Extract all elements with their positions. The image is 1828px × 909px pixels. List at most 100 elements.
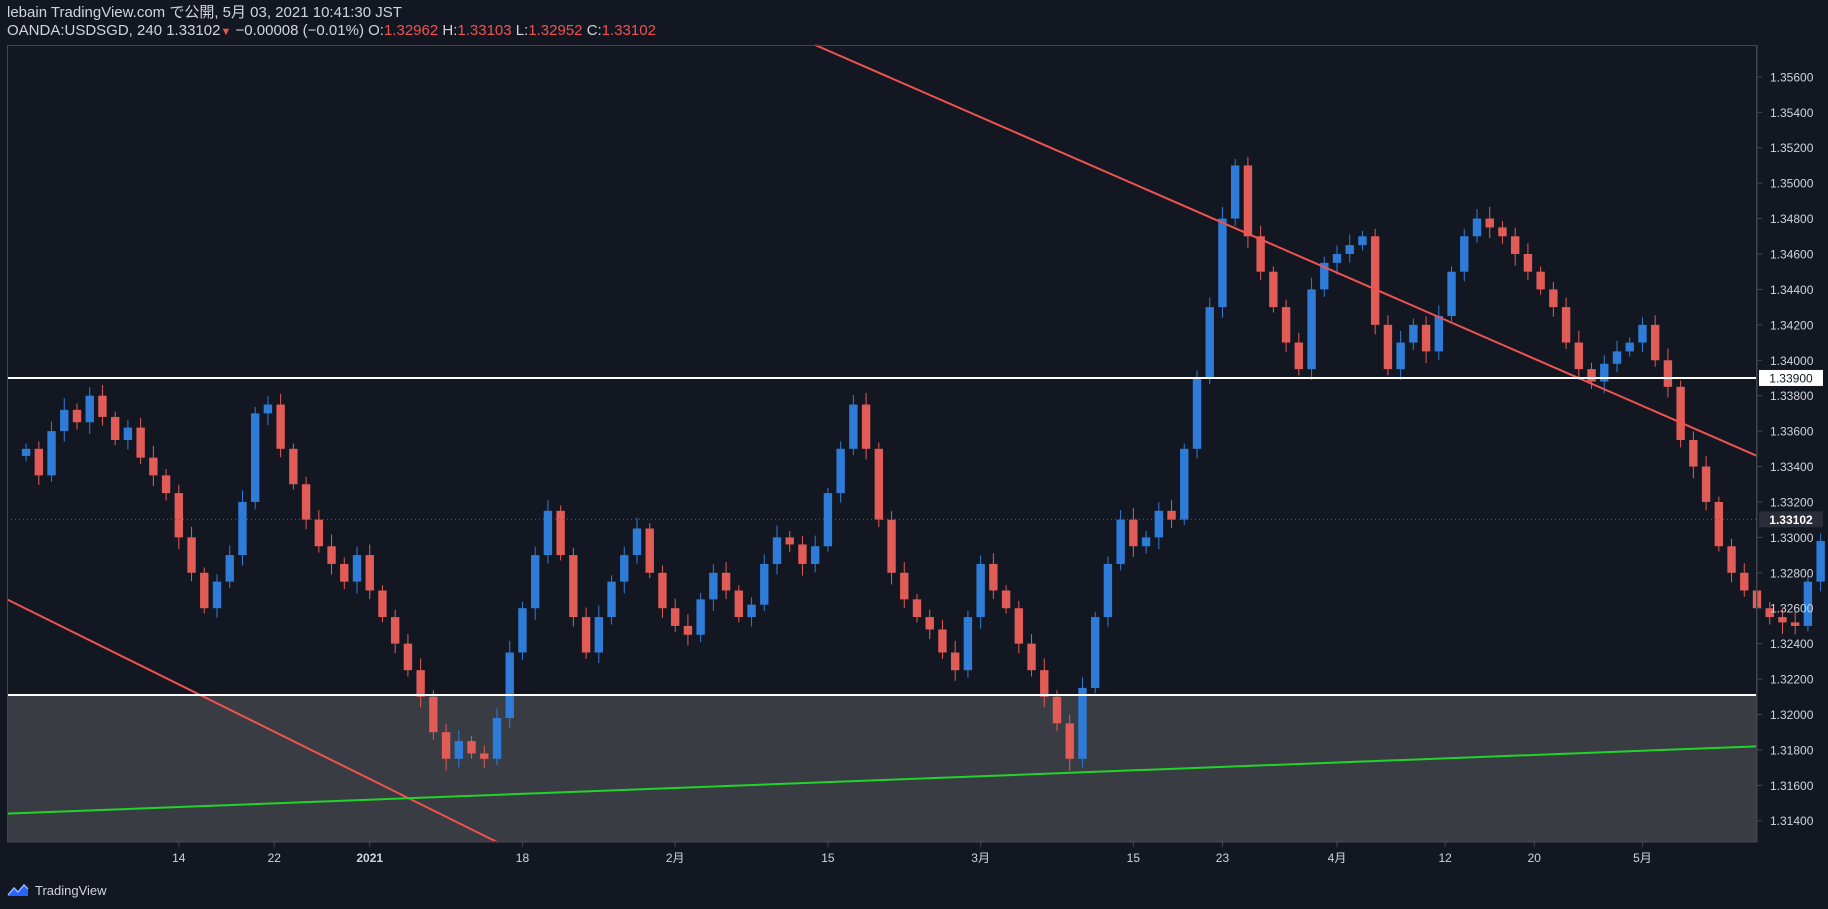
price-tick-label: 1.35400 <box>1770 106 1814 120</box>
price-tick-label: 1.34000 <box>1770 354 1814 368</box>
candle-body <box>1574 342 1584 370</box>
tradingview-brand[interactable]: TradingView <box>6 882 107 898</box>
candle-body <box>1052 696 1062 724</box>
candle-body <box>416 670 425 697</box>
candle-body <box>1740 572 1749 591</box>
candle-body <box>530 555 540 609</box>
candle-body <box>1103 563 1113 618</box>
candle-body <box>1727 546 1736 573</box>
candle-body <box>658 572 667 609</box>
candle-body <box>938 629 947 653</box>
candle-body <box>200 572 209 609</box>
close-label: C: <box>586 22 602 39</box>
candle-body <box>85 395 94 423</box>
price-tick-label: 1.34600 <box>1770 247 1814 261</box>
candle-body <box>98 395 107 417</box>
time-axis[interactable]: 14 22 2021 18 2月 15 3月 15 23 4月 12 20 5月 <box>172 842 1652 865</box>
candle-body <box>683 625 693 635</box>
trendline-rising-support[interactable] <box>6 745 1758 815</box>
candle-body <box>340 563 349 582</box>
candle-body <box>1167 510 1176 520</box>
candle-body <box>301 484 311 520</box>
price-change: −0.00008 (−0.01%) <box>235 22 364 39</box>
candle-body <box>34 448 44 476</box>
candle-body <box>620 555 629 582</box>
time-tick-label: 5月 <box>1633 851 1652 865</box>
candle-body <box>887 519 896 573</box>
candle-body <box>1803 581 1813 626</box>
candle-body <box>696 599 705 635</box>
change-arrow-icon: ▼ <box>220 26 232 38</box>
candle-body <box>1485 218 1494 228</box>
time-tick-label: 4月 <box>1328 851 1347 865</box>
candle-body <box>798 544 807 564</box>
candle-body <box>327 546 336 564</box>
candle-body <box>581 617 591 653</box>
price-tick-label: 1.34800 <box>1770 212 1814 226</box>
candle-body <box>1587 369 1596 382</box>
price-tick-label: 1.35000 <box>1770 177 1814 191</box>
candle-body <box>1370 236 1380 325</box>
candle-body <box>1765 608 1774 618</box>
close-value: 1.33102 <box>601 22 656 39</box>
candle-body <box>772 537 782 564</box>
candle-body <box>1663 360 1673 387</box>
price-tick-label: 1.31800 <box>1770 743 1814 757</box>
candle-body <box>60 409 69 432</box>
time-tick-label: 14 <box>172 851 186 865</box>
candle-body <box>1332 253 1342 263</box>
candle-body <box>1090 617 1100 688</box>
candle-body <box>454 741 464 759</box>
price-axis[interactable]: 1.35600 1.35400 1.35200 1.35000 1.34800 1.346… <box>7 70 1823 828</box>
candle-body <box>314 519 324 547</box>
price-tick-label: 1.31600 <box>1770 779 1814 793</box>
candle-body <box>1129 519 1138 547</box>
candle-body <box>378 590 387 618</box>
candle-body <box>21 448 31 456</box>
time-tick-label: 23 <box>1216 851 1230 865</box>
candle-body <box>136 427 145 458</box>
candle-body <box>950 652 960 671</box>
candle-body <box>72 409 82 423</box>
candle-body <box>1040 670 1049 697</box>
candles <box>21 156 1825 771</box>
candle-body <box>1065 723 1074 759</box>
candle-body <box>1345 245 1354 254</box>
candle-body <box>1561 307 1571 343</box>
price-tick-label: 1.32800 <box>1770 566 1814 580</box>
candle-body <box>289 448 298 485</box>
candle-body <box>849 404 858 449</box>
candle-body <box>518 608 527 653</box>
trendline-lower-descending[interactable] <box>6 598 498 843</box>
candle-body <box>543 510 553 556</box>
candle-body <box>1269 271 1278 308</box>
candle-body <box>1078 687 1087 759</box>
candle-body <box>1192 377 1202 449</box>
candle-body <box>441 732 451 759</box>
candle-body <box>1320 262 1329 290</box>
candle-body <box>403 643 413 671</box>
price-tick-label: 1.32000 <box>1770 708 1814 722</box>
candle-body <box>365 555 374 591</box>
time-tick-label: 18 <box>516 851 530 865</box>
candle-body <box>123 427 133 440</box>
level-price-box <box>1759 369 1823 386</box>
symbol-label[interactable]: OANDA:USDSGD, 240 <box>7 22 163 39</box>
candle-body <box>785 537 794 545</box>
trendline-descending-resistance[interactable] <box>814 44 1758 457</box>
time-tick-label: 3月 <box>971 851 990 865</box>
price-tick-label: 1.33800 <box>1770 389 1814 403</box>
trendlines[interactable] <box>6 44 1758 843</box>
high-value: 1.33103 <box>457 22 512 39</box>
candle-body <box>480 753 489 759</box>
candle-body <box>47 431 56 476</box>
candle-body <box>1001 590 1011 609</box>
ohlc-legend: OANDA:USDSGD, 240 1.33102 ▼ −0.00008 (−0.… <box>7 22 656 41</box>
candle-body <box>1256 236 1265 272</box>
tradingview-logo-icon <box>7 883 29 896</box>
horizontal-levels[interactable]: 1.33900 <box>7 369 1823 696</box>
candle-body <box>645 528 654 573</box>
price-tick-label: 1.35600 <box>1770 70 1814 84</box>
candle-body <box>670 608 680 626</box>
